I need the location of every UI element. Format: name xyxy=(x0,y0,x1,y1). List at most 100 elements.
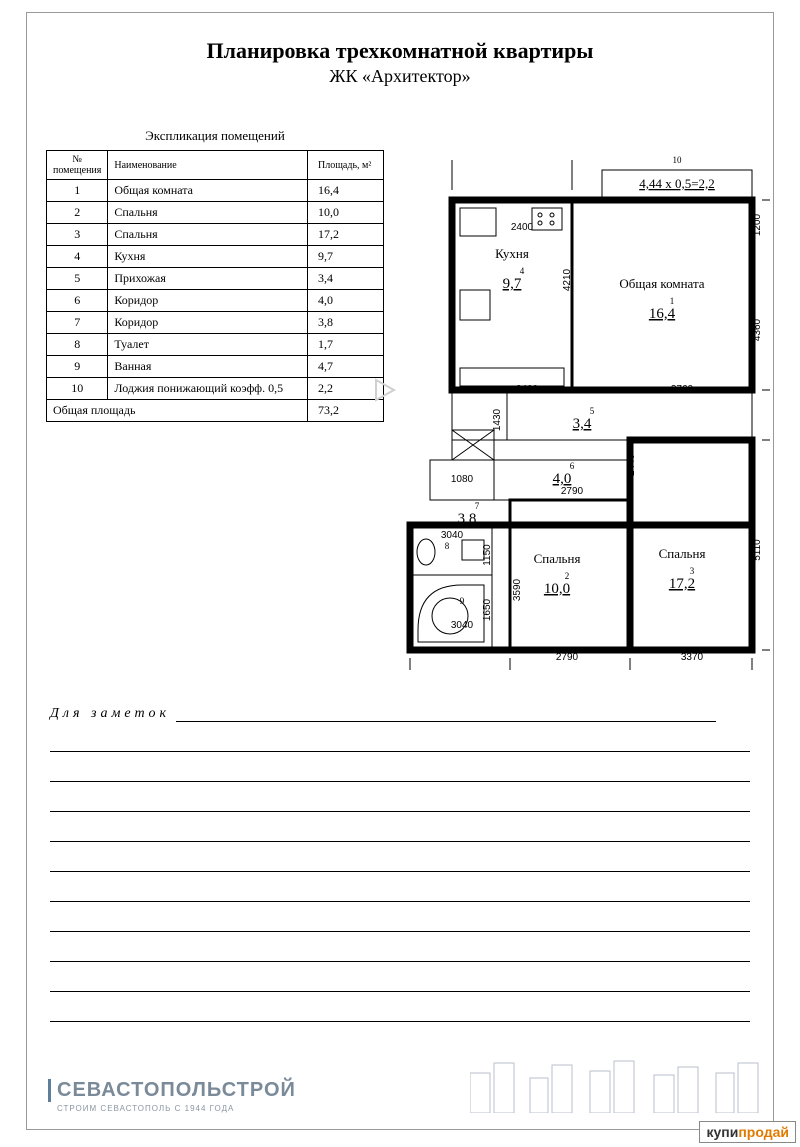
cell-area: 4,0 xyxy=(308,290,384,312)
dimension: 3590 xyxy=(512,578,523,601)
notes-section: Для заметок xyxy=(50,704,750,1022)
room-num: 5 xyxy=(590,406,595,416)
cell-name: Коридор xyxy=(108,290,308,312)
table-row: 3Спальня17,2 xyxy=(47,224,384,246)
room-area: 4,0 xyxy=(553,471,572,487)
dimension: 3760 xyxy=(671,384,694,395)
dimension: 5110 xyxy=(752,539,763,561)
th-area: Площадь, м² xyxy=(308,151,384,180)
room-area: 16,4 xyxy=(649,306,676,322)
notes-line xyxy=(176,721,716,722)
total-label: Общая площадь xyxy=(47,400,308,422)
watermark-b: продай xyxy=(738,1124,789,1140)
cell-name: Коридор xyxy=(108,312,308,334)
cell-area: 1,7 xyxy=(308,334,384,356)
room-num: 1 xyxy=(670,296,675,306)
cell-area: 3,4 xyxy=(308,268,384,290)
dimension: 3040 xyxy=(451,620,474,631)
cell-name: Спальня xyxy=(108,202,308,224)
dimension: 2790 xyxy=(556,652,579,663)
floor-plan: 10 4,44 х 0,5=2,2 Общая комната116,4Кухн… xyxy=(392,130,772,675)
title-sub: ЖК «Архитектор» xyxy=(0,66,800,87)
room-label: Спальня xyxy=(534,551,581,566)
cell-num: 7 xyxy=(47,312,108,334)
table-row: 8Туалет1,7 xyxy=(47,334,384,356)
dimension: 2790 xyxy=(561,486,584,497)
cell-num: 2 xyxy=(47,202,108,224)
cell-name: Общая комната xyxy=(108,180,308,202)
room-area: 10,0 xyxy=(544,581,570,597)
cell-area: 3,8 xyxy=(308,312,384,334)
dimension: 1150 xyxy=(482,544,493,566)
table-row: 4Кухня9,7 xyxy=(47,246,384,268)
room-num: 3 xyxy=(690,566,695,576)
notes-line xyxy=(50,992,750,1022)
cell-area: 9,7 xyxy=(308,246,384,268)
room-area: 9,7 xyxy=(503,276,522,292)
cell-name: Туалет xyxy=(108,334,308,356)
play-icon[interactable] xyxy=(370,376,398,404)
cell-name: Спальня xyxy=(108,224,308,246)
brand-name: СЕВАСТОПОЛЬСТРОЙ xyxy=(48,1079,296,1102)
table-row: 1Общая комната16,4 xyxy=(47,180,384,202)
room-num-10: 10 xyxy=(673,155,683,165)
room-label: Спальня xyxy=(659,546,706,561)
room-label: Кухня xyxy=(495,246,529,261)
room-label: Общая комната xyxy=(619,276,704,291)
brand-tagline: СТРОИМ СЕВАСТОПОЛЬ С 1944 ГОДА xyxy=(48,1104,296,1113)
notes-line xyxy=(50,752,750,782)
dimension: 3370 xyxy=(681,652,704,663)
cell-num: 3 xyxy=(47,224,108,246)
notes-line xyxy=(50,902,750,932)
room-area: 17,2 xyxy=(669,576,695,592)
dimension: 1440 xyxy=(626,453,637,476)
table-row: 9Ванная4,7 xyxy=(47,356,384,378)
dimension: 2400 xyxy=(516,384,539,395)
table-row: 10Лоджия понижающий коэфф. 0,52,2 xyxy=(47,378,384,400)
table-row: 2Спальня10,0 xyxy=(47,202,384,224)
dimension: 4210 xyxy=(562,268,573,291)
cell-area: 4,7 xyxy=(308,356,384,378)
th-num: № помещения xyxy=(47,151,108,180)
cell-name: Ванная xyxy=(108,356,308,378)
notes-line xyxy=(50,782,750,812)
room-num: 7 xyxy=(475,501,480,511)
watermark-a: купи xyxy=(706,1124,738,1140)
table-caption: Экспликация помещений xyxy=(46,128,384,144)
cell-num: 5 xyxy=(47,268,108,290)
cell-area: 17,2 xyxy=(308,224,384,246)
table-row: 6Коридор4,0 xyxy=(47,290,384,312)
room-table: № помещения Наименование Площадь, м² 1Об… xyxy=(46,150,384,422)
cell-num: 8 xyxy=(47,334,108,356)
th-name: Наименование xyxy=(108,151,308,180)
notes-line xyxy=(50,932,750,962)
dimension: 2400 xyxy=(511,222,534,233)
cell-num: 10 xyxy=(47,378,108,400)
dimension: 1080 xyxy=(451,474,474,485)
cell-num: 6 xyxy=(47,290,108,312)
dimension: 3040 xyxy=(441,530,464,541)
dimension: 4360 xyxy=(752,318,763,341)
cell-name: Кухня xyxy=(108,246,308,268)
room-num: 4 xyxy=(520,266,525,276)
dimension: 1430 xyxy=(492,408,503,431)
cell-area: 16,4 xyxy=(308,180,384,202)
footer-logo: СЕВАСТОПОЛЬСТРОЙ СТРОИМ СЕВАСТОПОЛЬ С 19… xyxy=(48,1079,296,1113)
cell-name: Прихожая xyxy=(108,268,308,290)
room-num: 8 xyxy=(445,541,450,551)
skyline-graphic xyxy=(470,1053,760,1113)
notes-line xyxy=(50,872,750,902)
room-num: 2 xyxy=(565,571,570,581)
room-num: 6 xyxy=(570,461,575,471)
notes-label: Для заметок xyxy=(50,706,170,722)
cell-num: 4 xyxy=(47,246,108,268)
notes-line xyxy=(50,842,750,872)
title-main: Планировка трехкомнатной квартиры xyxy=(0,38,800,64)
notes-line xyxy=(50,812,750,842)
title-block: Планировка трехкомнатной квартиры ЖК «Ар… xyxy=(0,38,800,87)
cell-area: 10,0 xyxy=(308,202,384,224)
table-row: 5Прихожая3,4 xyxy=(47,268,384,290)
cell-name: Лоджия понижающий коэфф. 0,5 xyxy=(108,378,308,400)
dimension: 1200 xyxy=(752,213,763,236)
room-area: 3,8 xyxy=(458,511,477,527)
